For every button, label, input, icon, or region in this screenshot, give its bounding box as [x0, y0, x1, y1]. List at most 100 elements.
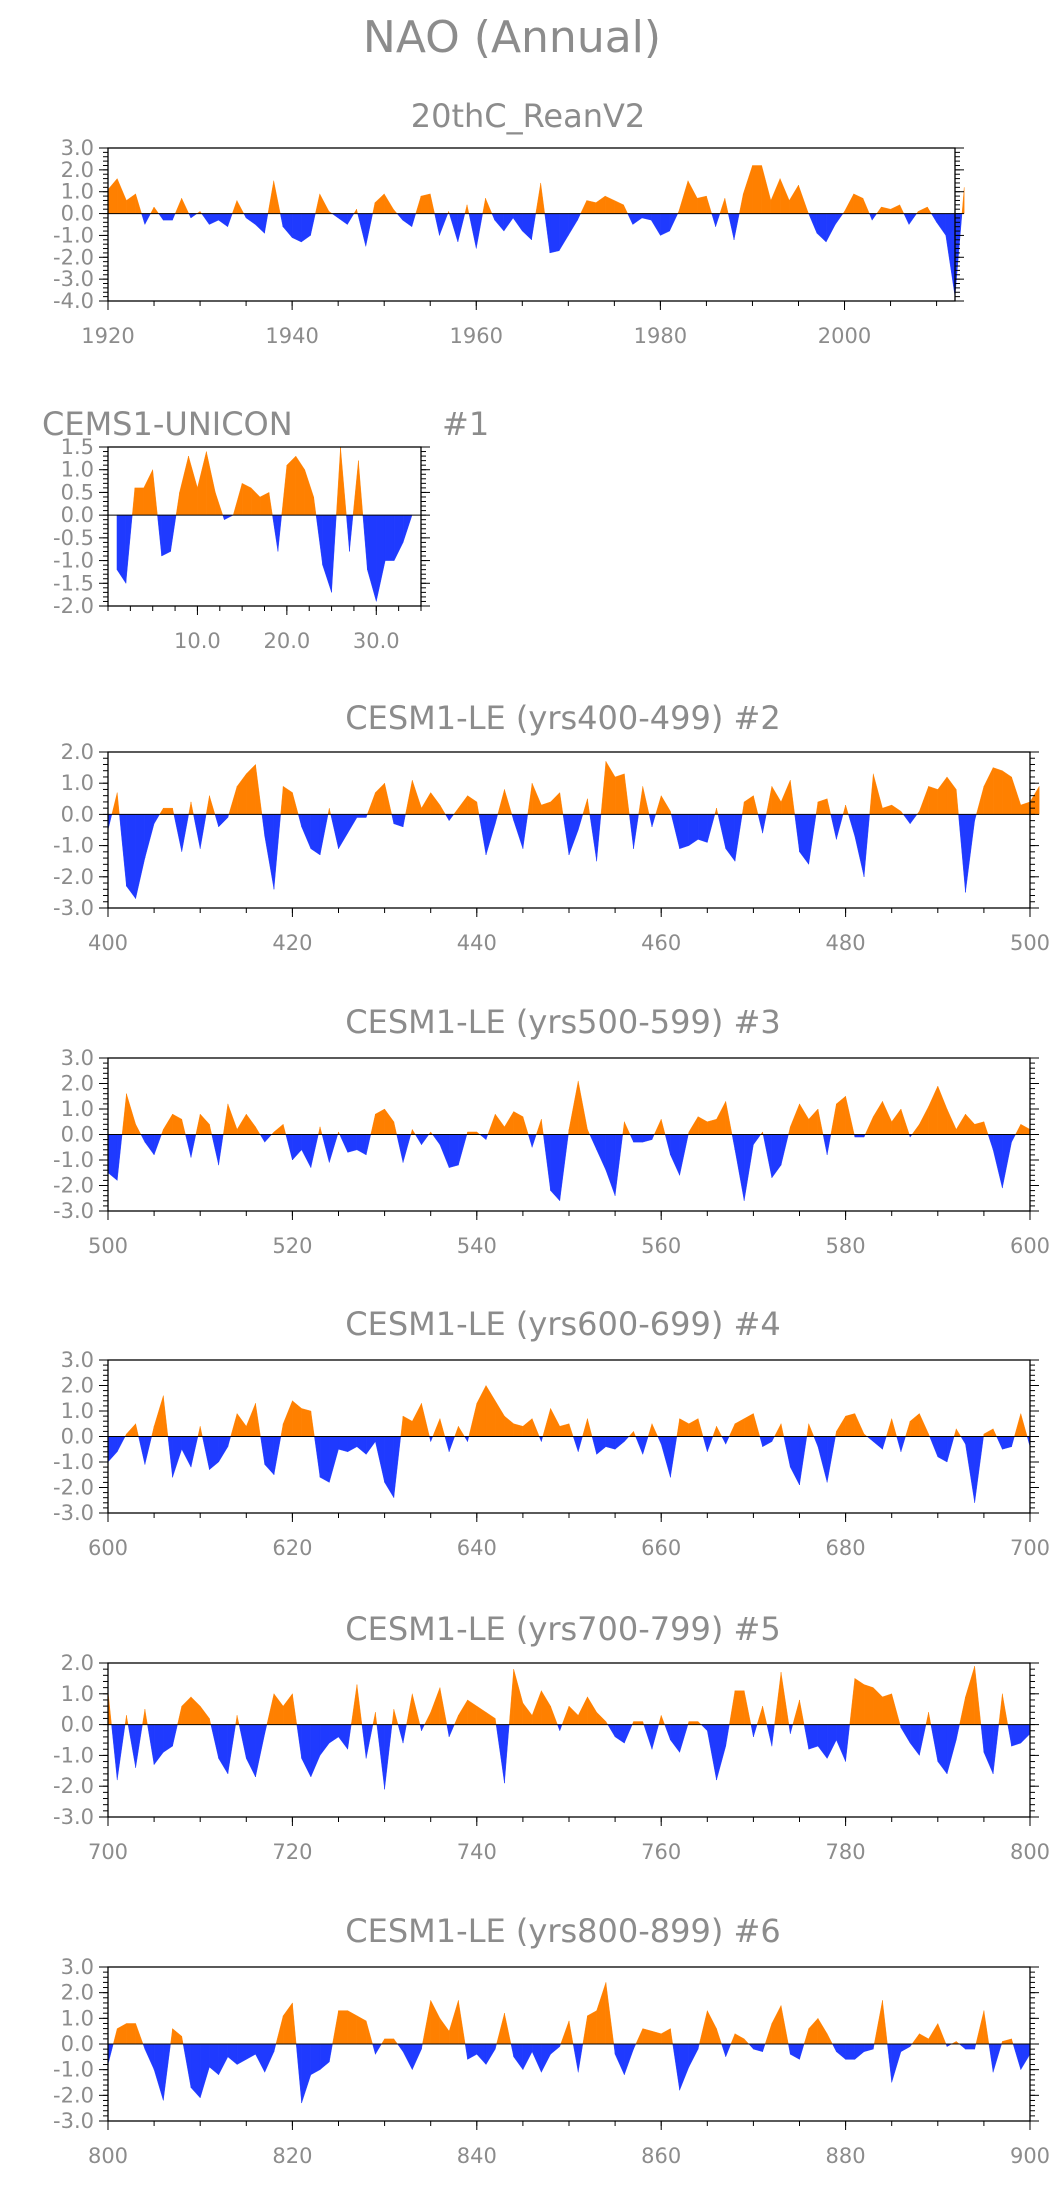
negative-anomaly [375, 2043, 382, 2055]
negative-anomaly [919, 1724, 927, 1756]
negative-anomaly [633, 814, 639, 849]
negative-anomaly [512, 213, 523, 232]
negative-anomaly [688, 814, 699, 846]
negative-anomaly [826, 1724, 837, 1759]
positive-anomaly [946, 1108, 957, 1135]
negative-anomaly [543, 1134, 551, 1191]
negative-anomaly [107, 2043, 114, 2065]
positive-anomaly [568, 1080, 579, 1135]
positive-anomaly [259, 492, 270, 516]
positive-anomaly [697, 1418, 704, 1437]
negative-anomaly [264, 1134, 273, 1143]
negative-anomaly [367, 514, 377, 602]
positive-anomaly [286, 455, 296, 516]
negative-anomaly [357, 213, 366, 247]
positive-anomaly [1020, 1413, 1028, 1437]
positive-anomaly [174, 198, 182, 214]
negative-anomaly [830, 814, 837, 840]
negative-anomaly [866, 1436, 874, 1443]
positive-anomaly [919, 2033, 929, 2045]
positive-anomaly [911, 1123, 920, 1135]
negative-anomaly [444, 1436, 450, 1452]
negative-anomaly [338, 1436, 348, 1453]
positive-anomaly [679, 1418, 690, 1437]
positive-anomaly [107, 178, 118, 214]
negative-anomaly [153, 1724, 164, 1766]
positive-anomaly [522, 1418, 533, 1437]
x-tick-label: 400 [88, 931, 128, 955]
negative-anomaly [550, 1134, 560, 1202]
positive-anomaly [633, 1431, 636, 1437]
negative-anomaly [721, 2043, 726, 2057]
negative-anomaly [965, 2043, 975, 2050]
negative-anomaly [748, 2043, 754, 2050]
x-tick-label: 1960 [450, 324, 503, 348]
positive-anomaly [808, 2017, 819, 2045]
negative-anomaly [193, 814, 201, 849]
positive-anomaly [467, 795, 477, 815]
x-tick-label: 420 [272, 931, 312, 955]
negative-anomaly [476, 2043, 487, 2066]
positive-anomaly [430, 1687, 441, 1725]
y-tick-label: 3.0 [61, 1955, 94, 1979]
negative-anomaly [863, 2043, 874, 2052]
negative-anomaly [310, 2043, 321, 2076]
negative-anomaly [391, 814, 395, 824]
positive-anomaly [439, 1418, 446, 1437]
negative-anomaly [783, 1436, 791, 1468]
negative-anomaly [170, 514, 177, 552]
negative-anomaly [227, 2043, 238, 2065]
positive-anomaly [780, 1423, 785, 1437]
positive-anomaly [676, 1418, 680, 1437]
negative-anomaly [182, 2043, 192, 2088]
positive-anomaly [542, 1408, 551, 1437]
negative-anomaly [822, 1134, 828, 1155]
positive-anomaly [541, 1689, 551, 1725]
positive-anomaly [111, 792, 118, 815]
negative-anomaly [485, 1134, 489, 1140]
positive-anomaly [752, 165, 762, 214]
negative-anomaly [808, 213, 818, 234]
positive-anomaly [789, 184, 799, 214]
positive-anomaly [393, 1121, 397, 1135]
negative-anomaly [832, 2043, 837, 2052]
positive-anomaly [587, 1696, 597, 1725]
negative-anomaly [397, 1724, 404, 1744]
positive-anomaly [587, 798, 590, 815]
positive-anomaly [743, 1690, 752, 1725]
positive-anomaly [743, 2038, 750, 2045]
negative-anomaly [743, 1134, 754, 1201]
negative-anomaly [167, 1436, 173, 1478]
negative-anomaly [147, 1724, 155, 1765]
negative-anomaly [135, 814, 146, 899]
positive-anomaly [873, 773, 883, 815]
x-tick-label: 800 [88, 2144, 128, 2168]
negative-anomaly [614, 1134, 623, 1196]
negative-anomaly [522, 2043, 533, 2070]
negative-anomaly [346, 514, 350, 552]
positive-anomaly [983, 767, 994, 815]
positive-anomaly [790, 780, 795, 815]
negative-anomaly [365, 213, 373, 247]
y-tick-label: 2.0 [61, 158, 94, 182]
positive-anomaly [661, 794, 671, 815]
positive-anomaly [384, 193, 394, 214]
positive-anomaly [614, 773, 625, 815]
negative-anomaly [596, 1134, 607, 1171]
negative-anomaly [835, 213, 844, 226]
positive-anomaly [199, 1426, 203, 1437]
negative-anomaly [757, 814, 763, 834]
positive-anomaly [983, 1428, 994, 1437]
negative-anomaly [301, 213, 311, 243]
negative-anomaly [648, 814, 653, 827]
negative-anomaly [869, 213, 873, 221]
positive-anomaly [661, 1119, 666, 1135]
positive-anomaly [909, 1413, 920, 1437]
positive-anomaly [975, 2010, 985, 2045]
negative-anomaly [468, 213, 477, 249]
positive-anomaly [928, 786, 938, 815]
positive-anomaly [983, 1121, 989, 1135]
negative-anomaly [301, 1724, 312, 1778]
negative-anomaly [900, 1436, 906, 1452]
positive-anomaly [181, 1696, 192, 1725]
